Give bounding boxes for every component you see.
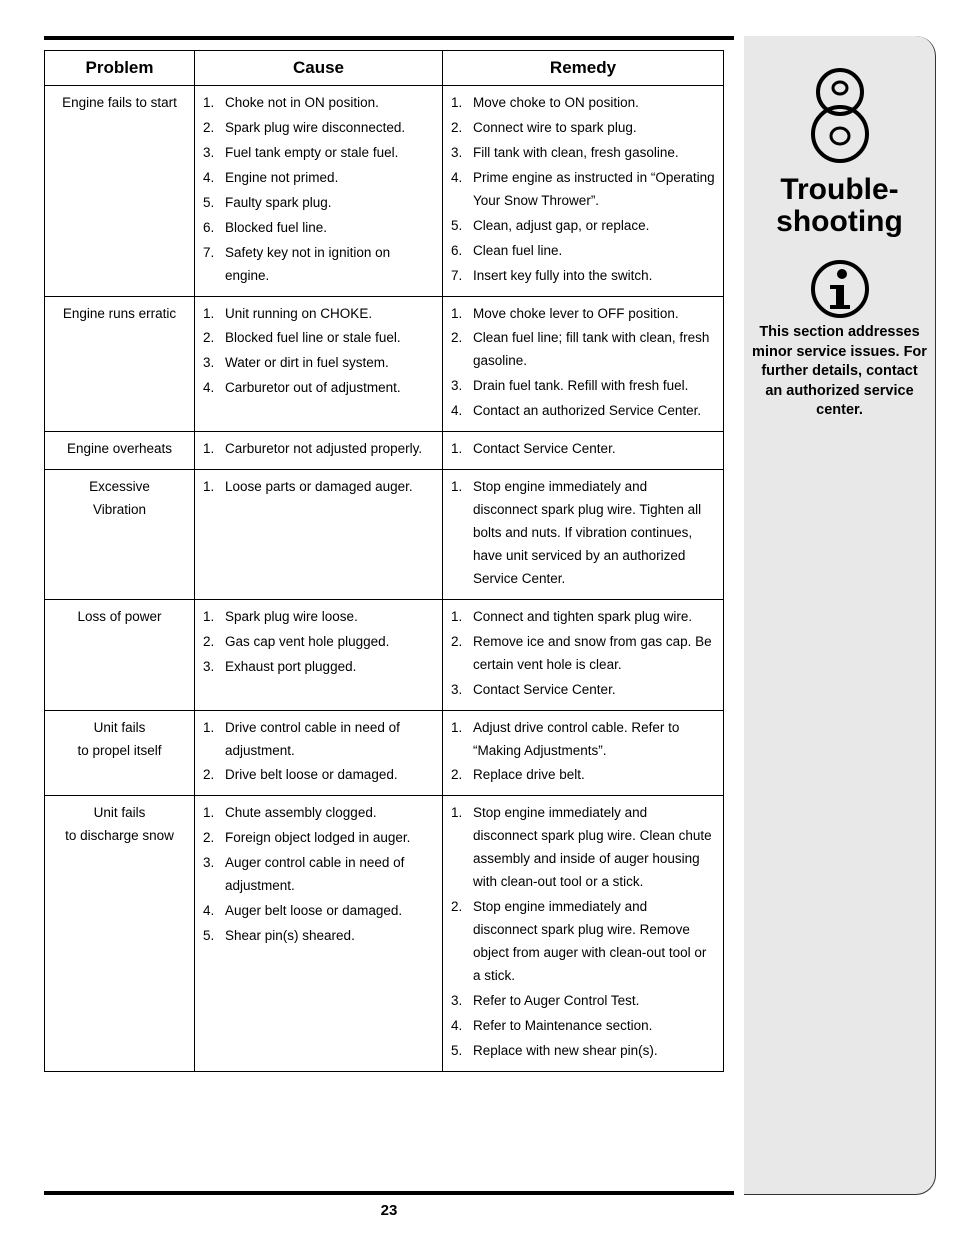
cause-item: Faulty spark plug. xyxy=(203,192,434,215)
remedy-cell: Stop engine immediately and disconnect s… xyxy=(443,796,724,1071)
remedy-item: Drain fuel tank. Refill with fresh fuel. xyxy=(451,375,715,398)
remedy-item: Stop engine immediately and disconnect s… xyxy=(451,476,715,591)
remedy-cell: Adjust drive control cable. Refer to “Ma… xyxy=(443,710,724,796)
problem-cell: Unit failsto discharge snow xyxy=(45,796,195,1071)
remedy-cell: Contact Service Center. xyxy=(443,432,724,470)
remedy-item: Clean fuel line. xyxy=(451,240,715,263)
table-row: Unit failsto discharge snowChute assembl… xyxy=(45,796,724,1071)
table-body: Engine fails to startChoke not in ON pos… xyxy=(45,86,724,1072)
remedy-item: Stop engine immediately and disconnect s… xyxy=(451,896,715,988)
cause-item: Choke not in ON position. xyxy=(203,92,434,115)
remedy-item: Connect and tighten spark plug wire. xyxy=(451,606,715,629)
cause-item: Foreign object lodged in auger. xyxy=(203,827,434,850)
cause-item: Spark plug wire disconnected. xyxy=(203,117,434,140)
cause-item: Auger belt loose or damaged. xyxy=(203,900,434,923)
cause-item: Fuel tank empty or stale fuel. xyxy=(203,142,434,165)
problem-cell: Engine overheats xyxy=(45,432,195,470)
remedy-item: Replace drive belt. xyxy=(451,764,715,787)
remedy-item: Connect wire to spark plug. xyxy=(451,117,715,140)
cause-item: Chute assembly clogged. xyxy=(203,802,434,825)
remedy-item: Insert key fully into the switch. xyxy=(451,265,715,288)
remedy-item: Clean, adjust gap, or replace. xyxy=(451,215,715,238)
cause-item: Carburetor out of adjustment. xyxy=(203,377,434,400)
cause-cell: Chute assembly clogged.Foreign object lo… xyxy=(195,796,443,1071)
cause-item: Safety key not in ignition on engine. xyxy=(203,242,434,288)
remedy-item: Stop engine immediately and disconnect s… xyxy=(451,802,715,894)
sidebar: Trouble- shooting This section addresses… xyxy=(744,36,936,1195)
remedy-item: Refer to Auger Control Test. xyxy=(451,990,715,1013)
chapter-title: Trouble- shooting xyxy=(750,174,929,237)
problem-cell: Engine runs erratic xyxy=(45,296,195,432)
troubleshooting-table: Problem Cause Remedy Engine fails to sta… xyxy=(44,50,724,1072)
remedy-item: Remove ice and snow from gas cap. Be cer… xyxy=(451,631,715,677)
remedy-cell: Move choke to ON position.Connect wire t… xyxy=(443,86,724,297)
remedy-item: Move choke to ON position. xyxy=(451,92,715,115)
cause-item: Drive belt loose or damaged. xyxy=(203,764,434,787)
table-row: Loss of powerSpark plug wire loose.Gas c… xyxy=(45,599,724,710)
sidebar-info-text: This section addresses minor service iss… xyxy=(750,323,929,421)
cause-item: Carburetor not adjusted properly. xyxy=(203,438,434,461)
table-row: Engine runs erraticUnit running on CHOKE… xyxy=(45,296,724,432)
chapter-number-icon xyxy=(805,64,875,164)
problem-cell: Engine fails to start xyxy=(45,86,195,297)
col-header-cause: Cause xyxy=(195,51,443,86)
remedy-item: Prime engine as instructed in “Operating… xyxy=(451,167,715,213)
problem-cell: Loss of power xyxy=(45,599,195,710)
page: Problem Cause Remedy Engine fails to sta… xyxy=(0,0,954,1235)
remedy-item: Contact an authorized Service Center. xyxy=(451,400,715,423)
problem-cell: ExcessiveVibration xyxy=(45,470,195,600)
table-row: Engine overheats Carburetor not adjusted … xyxy=(45,432,724,470)
page-number: 23 xyxy=(44,1202,734,1219)
title-line-2: shooting xyxy=(776,205,903,238)
cause-item: Spark plug wire loose. xyxy=(203,606,434,629)
info-icon xyxy=(810,259,870,319)
table-header: Problem Cause Remedy xyxy=(45,51,724,86)
cause-item: Blocked fuel line or stale fuel. xyxy=(203,327,434,350)
cause-item: Engine not primed. xyxy=(203,167,434,190)
cause-cell: Drive control cable in need of adjustmen… xyxy=(195,710,443,796)
cause-cell: Unit running on CHOKE.Blocked fuel line … xyxy=(195,296,443,432)
cause-item: Blocked fuel line. xyxy=(203,217,434,240)
table-row: Engine fails to startChoke not in ON pos… xyxy=(45,86,724,297)
main-column: Problem Cause Remedy Engine fails to sta… xyxy=(44,36,734,1195)
title-line-1: Trouble- xyxy=(780,173,898,206)
cause-item: Drive control cable in need of adjustmen… xyxy=(203,717,434,763)
cause-cell: Choke not in ON position.Spark plug wire… xyxy=(195,86,443,297)
cause-item: Water or dirt in fuel system. xyxy=(203,352,434,375)
table-row: ExcessiveVibration Loose parts or damaged… xyxy=(45,470,724,600)
remedy-item: Clean fuel line; fill tank with clean, f… xyxy=(451,327,715,373)
remedy-cell: Stop engine immediately and disconnect s… xyxy=(443,470,724,600)
col-header-problem: Problem xyxy=(45,51,195,86)
problem-cell: Unit failsto propel itself xyxy=(45,710,195,796)
remedy-cell: Connect and tighten spark plug wire.Remo… xyxy=(443,599,724,710)
cause-item: Unit running on CHOKE. xyxy=(203,303,434,326)
remedy-item: Contact Service Center. xyxy=(451,438,715,461)
cause-cell: Loose parts or damaged auger. xyxy=(195,470,443,600)
remedy-cell: Move choke lever to OFF position.Clean f… xyxy=(443,296,724,432)
cause-cell: Carburetor not adjusted properly. xyxy=(195,432,443,470)
table-row: Unit failsto propel itselfDrive control … xyxy=(45,710,724,796)
remedy-item: Adjust drive control cable. Refer to “Ma… xyxy=(451,717,715,763)
remedy-item: Fill tank with clean, fresh gasoline. xyxy=(451,142,715,165)
cause-item: Auger control cable in need of adjustmen… xyxy=(203,852,434,898)
remedy-item: Replace with new shear pin(s). xyxy=(451,1040,715,1063)
col-header-remedy: Remedy xyxy=(443,51,724,86)
remedy-item: Refer to Maintenance section. xyxy=(451,1015,715,1038)
cause-item: Shear pin(s) sheared. xyxy=(203,925,434,948)
cause-item: Loose parts or damaged auger. xyxy=(203,476,434,499)
cause-cell: Spark plug wire loose.Gas cap vent hole … xyxy=(195,599,443,710)
remedy-item: Move choke lever to OFF position. xyxy=(451,303,715,326)
cause-item: Exhaust port plugged. xyxy=(203,656,434,679)
remedy-item: Contact Service Center. xyxy=(451,679,715,702)
cause-item: Gas cap vent hole plugged. xyxy=(203,631,434,654)
